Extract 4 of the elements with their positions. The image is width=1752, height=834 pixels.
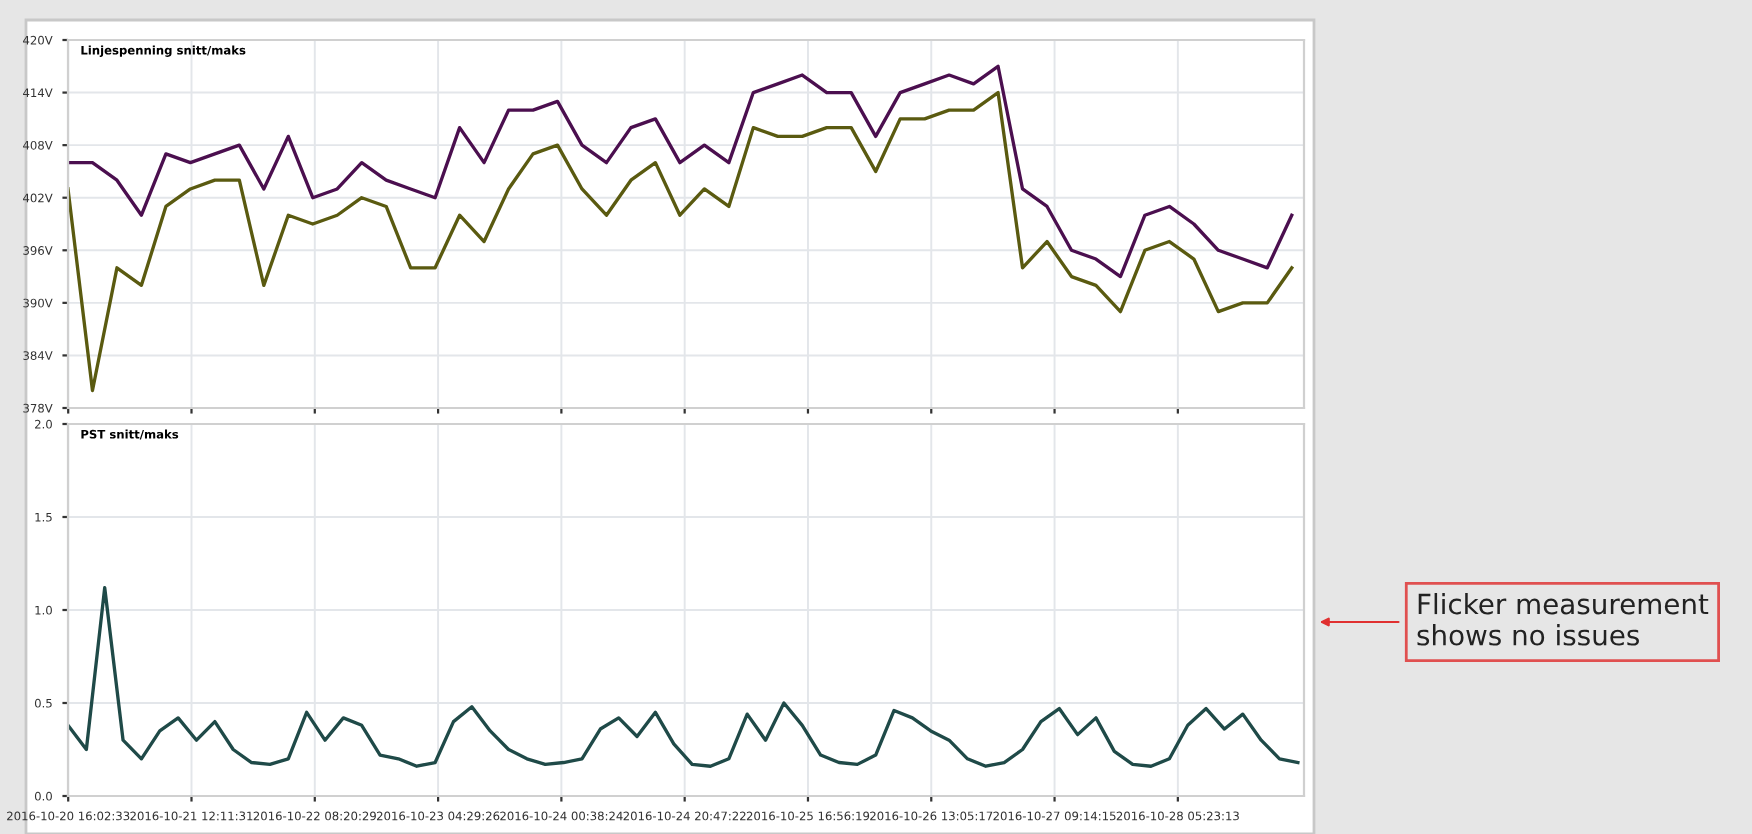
line-series: [68, 586, 1300, 768]
line-series: [68, 64, 1294, 279]
line-series: [68, 90, 1294, 393]
text: Flicker measurement shows no issues: [1417, 593, 1709, 646]
